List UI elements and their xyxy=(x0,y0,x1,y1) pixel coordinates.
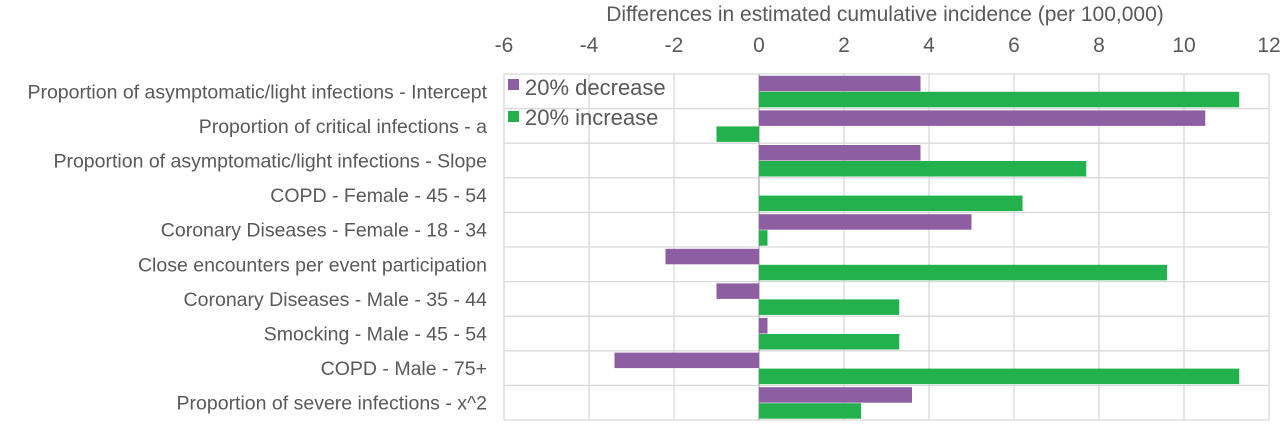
x-tick-label: 0 xyxy=(753,34,765,57)
bar-increase xyxy=(759,368,1240,385)
bar-increase xyxy=(759,403,861,419)
category-label: Proportion of asymptomatic/light infecti… xyxy=(27,81,487,103)
legend: 20% decrease 20% increase xyxy=(508,75,666,130)
x-tick-label: 12 xyxy=(1257,34,1280,57)
category-label: Coronary Diseases - Female - 18 - 34 xyxy=(161,220,487,242)
category-label: Proportion of asymptomatic/light infecti… xyxy=(53,151,487,173)
bars xyxy=(614,75,1240,419)
category-label: Proportion of severe infections - x^2 xyxy=(177,393,487,415)
bar-decrease xyxy=(614,352,759,369)
legend-label-increase: 20% increase xyxy=(525,105,658,130)
category-labels: Proportion of asymptomatic/light infecti… xyxy=(27,81,487,414)
legend-swatch-decrease xyxy=(508,79,519,90)
category-label: Proportion of critical infections - a xyxy=(199,116,487,138)
bar-increase xyxy=(759,299,900,315)
category-label: Smocking - Male - 45 - 54 xyxy=(264,324,487,346)
bar-decrease xyxy=(759,214,972,230)
bar-increase xyxy=(759,230,768,246)
bar-increase xyxy=(759,334,900,350)
x-tick-label: 2 xyxy=(838,34,850,57)
x-tick-label: -4 xyxy=(580,34,599,57)
bar-decrease xyxy=(759,318,768,334)
legend-swatch-increase xyxy=(508,111,519,122)
bar-increase xyxy=(759,195,1023,212)
x-tick-labels: -6 -4 -2 0 2 4 6 8 10 12 xyxy=(495,34,1280,57)
bar-decrease xyxy=(716,283,759,299)
bar-decrease xyxy=(759,110,1206,126)
x-tick-label: 6 xyxy=(1008,34,1020,57)
category-label: Close encounters per event participation xyxy=(138,254,487,276)
category-label: Coronary Diseases - Male - 35 - 44 xyxy=(184,289,488,311)
bar-decrease xyxy=(759,145,921,161)
bar-decrease xyxy=(665,248,759,265)
bar-increase xyxy=(759,91,1240,108)
category-label: COPD - Male - 75+ xyxy=(321,358,487,380)
x-tick-label: 10 xyxy=(1172,34,1195,57)
bar-increase xyxy=(759,161,1087,177)
bar-increase xyxy=(716,126,759,142)
bar-increase xyxy=(759,264,1167,281)
x-tick-label: 4 xyxy=(923,34,935,57)
x-tick-label: -6 xyxy=(495,34,514,57)
bar-decrease xyxy=(759,75,921,92)
category-label: COPD - Female - 45 - 54 xyxy=(270,185,487,207)
bar-decrease xyxy=(759,387,912,403)
legend-label-decrease: 20% decrease xyxy=(525,75,666,100)
x-tick-label: 8 xyxy=(1093,34,1105,57)
x-axis-title: Differences in estimated cumulative inci… xyxy=(606,3,1164,26)
x-tick-label: -2 xyxy=(665,34,684,57)
